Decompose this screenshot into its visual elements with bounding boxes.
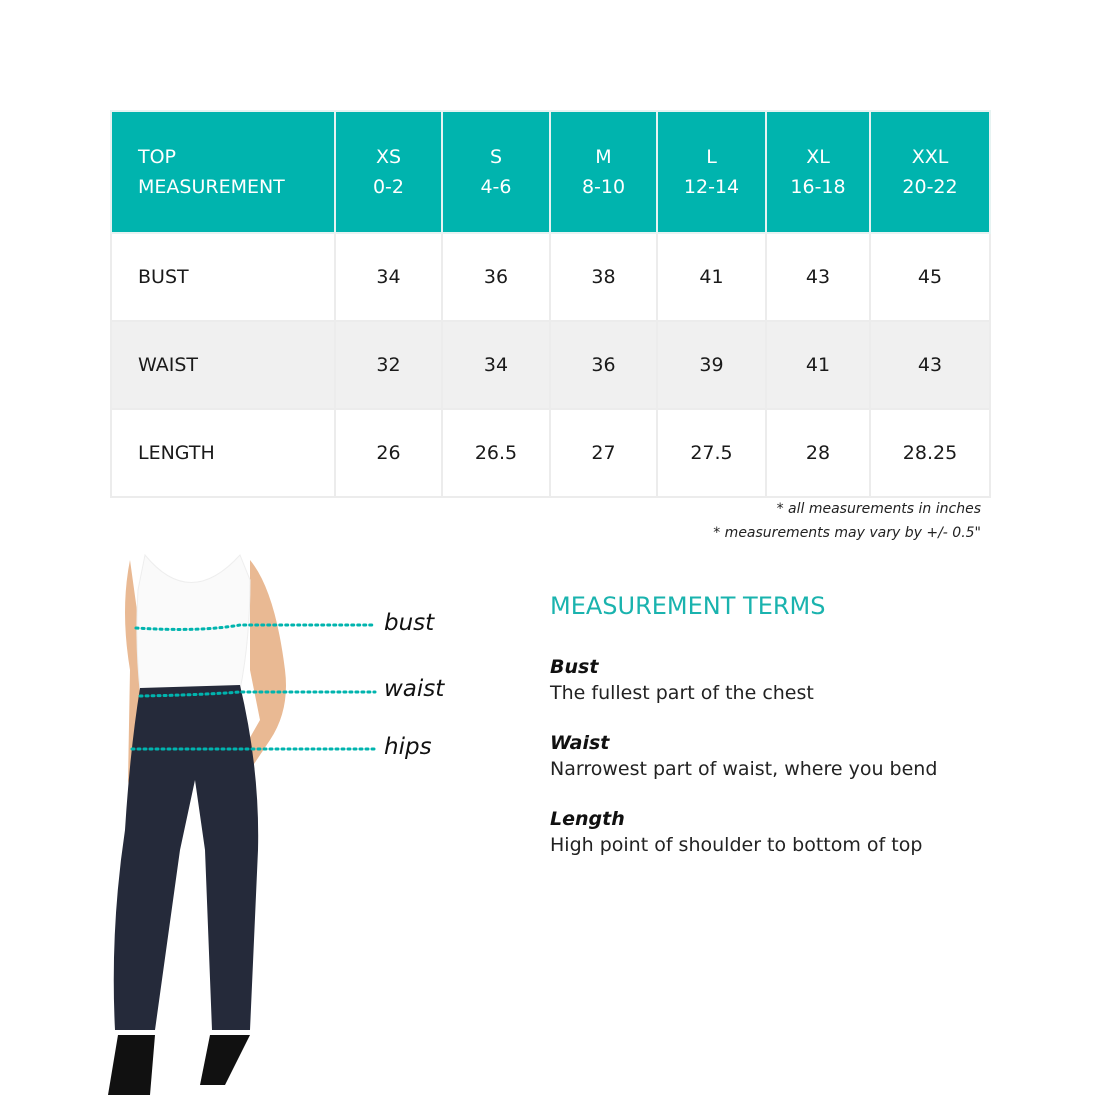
table-cell: 36 bbox=[549, 320, 658, 410]
measurement-terms: MEASUREMENT TERMS Bust The fullest part o… bbox=[550, 592, 1030, 884]
term-desc: The fullest part of the chest bbox=[550, 682, 814, 704]
table-row-bust: BUST 34 36 38 41 43 45 bbox=[110, 232, 991, 322]
table-cell: 26 bbox=[334, 408, 443, 498]
header-size-l: L 12-14 bbox=[656, 110, 767, 234]
waist-label: waist bbox=[384, 676, 445, 702]
bust-label: bust bbox=[384, 610, 435, 636]
table-cell: 41 bbox=[656, 232, 767, 322]
size-table: TOP MEASUREMENT XS 0-2 S 4-6 M 8-10 L 12-14 X… bbox=[110, 110, 991, 498]
term-name: Length bbox=[550, 808, 625, 830]
model-figure: bust waist hips bbox=[100, 550, 460, 1100]
hips-label: hips bbox=[384, 734, 432, 760]
header-row: TOP MEASUREMENT XS 0-2 S 4-6 M 8-10 L 12-14 X… bbox=[110, 110, 991, 234]
table-cell: 36 bbox=[441, 232, 551, 322]
table-cell: 34 bbox=[334, 232, 443, 322]
header-size-s: S 4-6 bbox=[441, 110, 551, 234]
term-length: Length High point of shoulder to bottom o… bbox=[550, 808, 1030, 856]
row-label: WAIST bbox=[110, 320, 336, 410]
table-cell: 43 bbox=[869, 320, 991, 410]
table-cell: 27.5 bbox=[656, 408, 767, 498]
model-illustration bbox=[108, 553, 377, 1095]
table-cell: 43 bbox=[765, 232, 871, 322]
table-row-waist: WAIST 32 34 36 39 41 43 bbox=[110, 320, 991, 410]
header-size-xs: XS 0-2 bbox=[334, 110, 443, 234]
table-cell: 28.25 bbox=[869, 408, 991, 498]
table-cell: 39 bbox=[656, 320, 767, 410]
waist-line bbox=[138, 690, 377, 698]
header-label: TOP MEASUREMENT bbox=[110, 110, 336, 234]
row-label: LENGTH bbox=[110, 408, 336, 498]
terms-title: MEASUREMENT TERMS bbox=[550, 592, 826, 620]
term-waist: Waist Narrowest part of waist, where you … bbox=[550, 732, 1030, 780]
note-variance: * measurements may vary by +/- 0.5" bbox=[713, 525, 981, 541]
term-desc: Narrowest part of waist, where you bend bbox=[550, 758, 938, 780]
table-row-length: LENGTH 26 26.5 27 27.5 28 28.25 bbox=[110, 408, 991, 498]
term-desc: High point of shoulder to bottom of top bbox=[550, 834, 923, 856]
row-label: BUST bbox=[110, 232, 336, 322]
table-cell: 41 bbox=[765, 320, 871, 410]
term-name: Bust bbox=[550, 656, 599, 678]
term-bust: Bust The fullest part of the chest bbox=[550, 656, 1030, 704]
table-cell: 26.5 bbox=[441, 408, 551, 498]
bust-line bbox=[134, 623, 377, 631]
header-size-m: M 8-10 bbox=[549, 110, 658, 234]
table-cell: 32 bbox=[334, 320, 443, 410]
header-size-xxl: XXL 20-22 bbox=[869, 110, 991, 234]
table-cell: 38 bbox=[549, 232, 658, 322]
note-inches: * all measurements in inches bbox=[776, 501, 981, 517]
table-cell: 28 bbox=[765, 408, 871, 498]
table-cell: 27 bbox=[549, 408, 658, 498]
header-size-xl: XL 16-18 bbox=[765, 110, 871, 234]
table-cell: 34 bbox=[441, 320, 551, 410]
term-name: Waist bbox=[550, 732, 610, 754]
table-cell: 45 bbox=[869, 232, 991, 322]
